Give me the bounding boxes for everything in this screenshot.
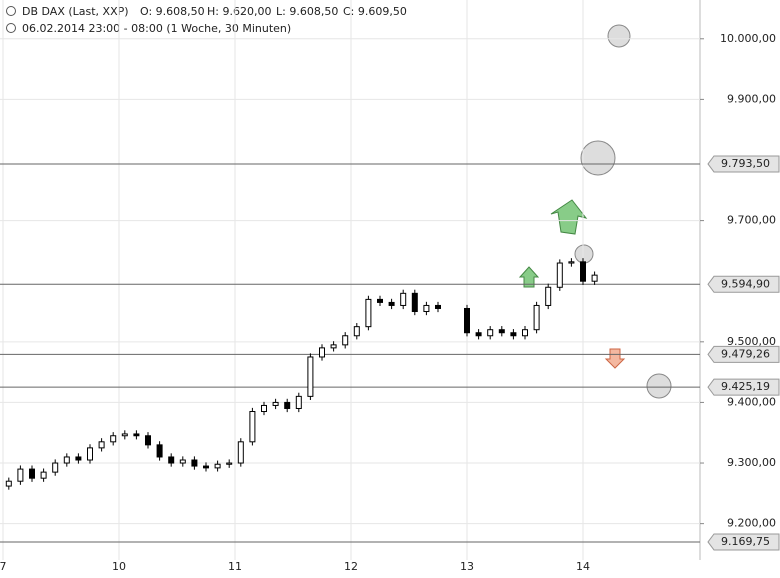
x-tick-label: 12 (344, 560, 358, 573)
candle-body (17, 468, 24, 482)
x-tick-label: 11 (228, 560, 242, 573)
signal-circle (646, 373, 672, 399)
signals (518, 24, 672, 399)
candle-body (411, 292, 418, 313)
candle-body (40, 471, 47, 479)
candle-body (545, 286, 552, 306)
candle-body (307, 356, 314, 397)
candle-body (295, 395, 302, 409)
ohlc-high: H: 9.620,00 (207, 5, 271, 18)
candle-body (203, 465, 209, 469)
candle-body (353, 326, 360, 337)
candle-body (29, 468, 35, 479)
level-label: 9.425,19 (721, 380, 770, 393)
ohlc-close: C: 9.609,50 (343, 5, 407, 18)
candle-body (435, 304, 441, 309)
candle-body (121, 433, 128, 437)
level-box (707, 345, 780, 363)
level-box (707, 275, 780, 293)
candle-body (377, 298, 383, 303)
y-tick-label: 9.400,00 (727, 395, 776, 408)
candle-body (568, 261, 575, 264)
candle-body (191, 459, 198, 467)
candle-body (423, 304, 430, 313)
candle-body (5, 480, 12, 487)
candle-body (98, 441, 105, 449)
candle-body (110, 435, 117, 443)
clock-icon (6, 23, 16, 33)
candle-body (226, 462, 233, 465)
x-tick-label: 13 (460, 560, 474, 573)
level-box (707, 533, 780, 551)
candle-body (272, 401, 279, 406)
down-arrow (604, 348, 626, 369)
y-tick-label: 9.500,00 (727, 335, 776, 348)
y-tick-label: 9.300,00 (727, 456, 776, 469)
signal-circle (574, 244, 594, 264)
candle-body (330, 344, 337, 349)
y-tick-label: 9.900,00 (727, 92, 776, 105)
level-label: 9.594,90 (721, 277, 770, 290)
up-arrow (518, 266, 540, 288)
candle-body (52, 462, 59, 473)
candle-body (63, 456, 70, 464)
signal-circle (580, 140, 616, 176)
candle-body (365, 298, 372, 328)
info-icon (6, 6, 16, 16)
chart-subtitle: 06.02.2014 23:00 - 08:00 (1 Woche, 30 Mi… (22, 22, 291, 35)
candle-body (214, 463, 221, 469)
level-label: 9.793,50 (721, 157, 770, 170)
level-label: 9.169,75 (721, 535, 770, 548)
candle-body (498, 329, 505, 334)
candle-body (237, 441, 244, 464)
candle-body (464, 307, 470, 334)
candle-body (487, 329, 494, 337)
candle-body (319, 347, 325, 358)
up-arrow (550, 199, 588, 235)
candle-body (522, 329, 528, 337)
candle-body (75, 456, 82, 461)
candle-body (284, 401, 291, 409)
x-tick-label: 14 (576, 560, 590, 573)
candle-body (388, 301, 395, 306)
candle-body (533, 304, 540, 331)
level-label: 9.479,26 (721, 347, 770, 360)
header: DB DAX (Last, XXP) O: 9.608,50 H: 9.620,… (6, 5, 407, 35)
x-tick-label: 10 (112, 560, 126, 573)
signal-circle (607, 24, 631, 48)
candle-body (179, 459, 186, 464)
level-box (707, 155, 780, 173)
candle-body (510, 332, 517, 337)
ohlc-open: O: 9.608,50 (140, 5, 205, 18)
y-tick-label: 9.200,00 (727, 517, 776, 530)
level-box (707, 378, 780, 396)
candle-body (261, 404, 267, 413)
candle-body (145, 435, 151, 446)
candle-body (156, 444, 163, 458)
candle-body (133, 433, 140, 437)
candle-body (168, 456, 175, 464)
candle-body (342, 335, 349, 346)
candle-body (580, 261, 586, 282)
candle-body (475, 332, 482, 337)
x-tick-label: 7 (0, 560, 7, 573)
candle-body (400, 292, 407, 306)
candle-body (87, 447, 93, 461)
candle-body (556, 262, 563, 288)
y-tick-label: 9.700,00 (727, 214, 776, 227)
candle-body (249, 411, 256, 443)
instrument-title: DB DAX (Last, XXP) (22, 5, 129, 18)
candle-body (591, 274, 598, 282)
ohlc-low: L: 9.608,50 (276, 5, 338, 18)
y-tick-label: 10.000,00 (720, 32, 776, 45)
